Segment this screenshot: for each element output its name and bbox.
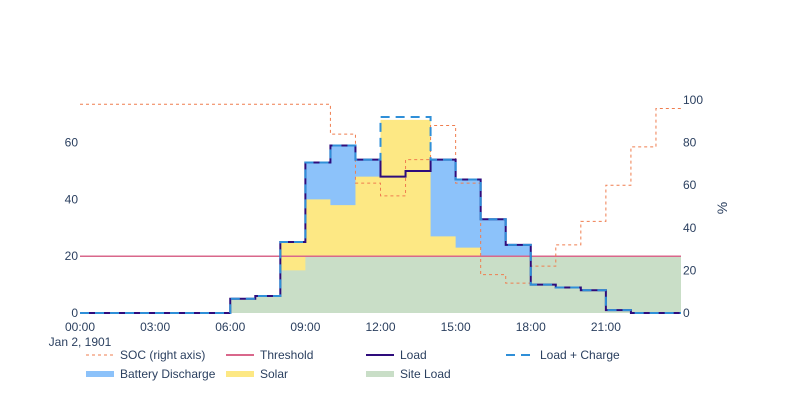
right-axis-title: % <box>714 202 730 214</box>
x-tick-label: 15:00 <box>441 320 471 334</box>
legend-label: Site Load <box>400 367 451 381</box>
legend-label: Battery Discharge <box>120 367 216 381</box>
legend-label: Load <box>400 348 427 362</box>
y-left-tick-label: 40 <box>65 192 79 206</box>
fill-layer <box>80 119 681 313</box>
x-axis-ticks: 00:00 03:00 06:00 09:00 12:00 15:00 18:00 21:00 <box>65 320 621 334</box>
legend-item-site-load[interactable]: Site Load <box>366 367 451 381</box>
x-tick-label: 12:00 <box>365 320 395 334</box>
x-tick-label: 06:00 <box>215 320 245 334</box>
site-load-area <box>80 256 681 313</box>
legend-label: SOC (right axis) <box>120 348 205 362</box>
legend-label: Solar <box>260 367 288 381</box>
y-right-tick-label: 40 <box>683 221 697 235</box>
load-line <box>80 144 681 314</box>
legend-item-load-charge[interactable]: Load + Charge <box>506 348 620 362</box>
legend-label: Load + Charge <box>540 348 620 362</box>
legend-item-load[interactable]: Load <box>366 348 427 362</box>
x-tick-label: 00:00 <box>65 320 95 334</box>
x-tick-label: 03:00 <box>140 320 170 334</box>
y-right-tick-label: 0 <box>683 306 690 320</box>
legend[interactable]: SOC (right axis) Threshold Load Load + Char… <box>86 348 620 381</box>
x-tick-label: 21:00 <box>591 320 621 334</box>
y-right-tick-label: 100 <box>683 93 703 107</box>
y-left-tick-label: 0 <box>71 306 78 320</box>
y-right-tick-label: 80 <box>683 136 697 150</box>
legend-swatch <box>86 371 114 377</box>
x-tick-label: 09:00 <box>290 320 320 334</box>
left-axis-ticks: 0 20 40 60 <box>65 136 79 320</box>
y-left-tick-label: 60 <box>65 136 79 150</box>
soc-right-axis-line <box>80 103 681 284</box>
legend-swatch <box>366 371 394 377</box>
legend-label: Threshold <box>260 348 313 362</box>
legend-item-battery-discharge[interactable]: Battery Discharge <box>86 367 216 381</box>
x-tick-label: 18:00 <box>516 320 546 334</box>
right-axis-ticks: 0 20 40 60 80 100 <box>683 93 703 320</box>
y-left-tick-label: 20 <box>65 249 79 263</box>
legend-item-soc-right-axis[interactable]: SOC (right axis) <box>86 348 205 362</box>
x-date-label: Jan 2, 1901 <box>49 335 112 349</box>
line-layer <box>80 103 681 314</box>
legend-item-solar[interactable]: Solar <box>226 367 288 381</box>
legend-item-threshold[interactable]: Threshold <box>226 348 313 362</box>
y-right-tick-label: 60 <box>683 178 697 192</box>
legend-swatch <box>226 371 254 377</box>
y-right-tick-label: 20 <box>683 263 697 277</box>
